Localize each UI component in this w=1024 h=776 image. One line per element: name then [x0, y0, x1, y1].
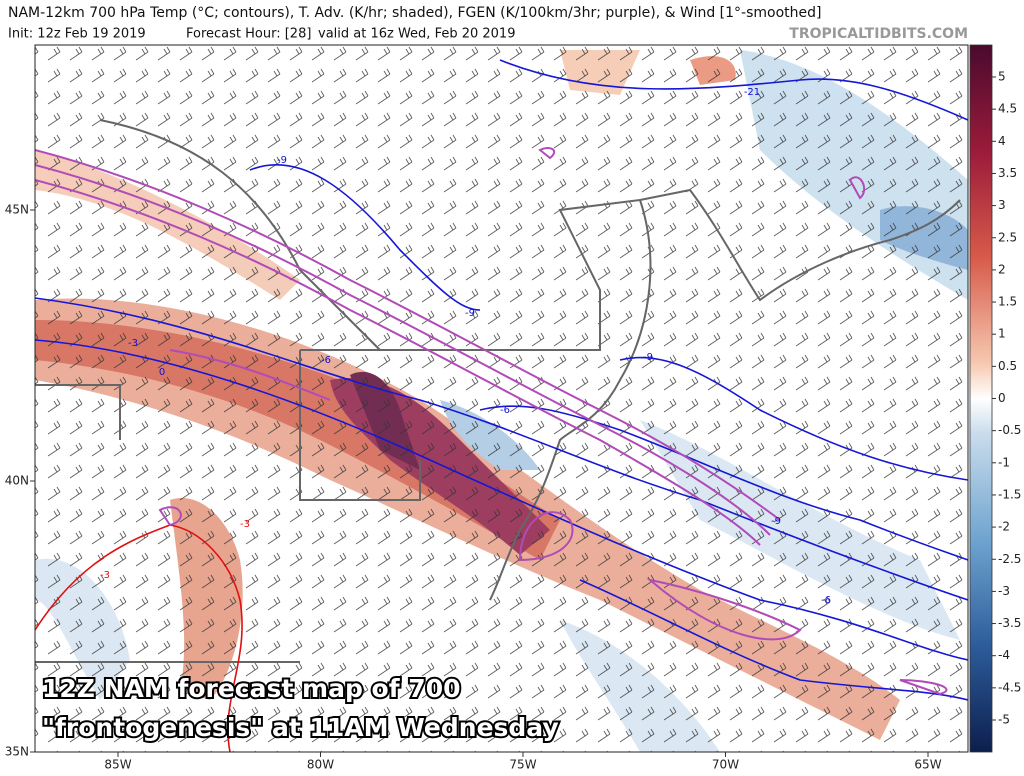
colorbar-label: 0 — [998, 391, 1006, 405]
colorbar-label: -1 — [998, 455, 1010, 469]
map-frame — [34, 44, 969, 753]
contour-label: -9 — [771, 516, 781, 527]
lon-label: 70W — [712, 758, 739, 772]
contour-label: -6 — [821, 595, 831, 606]
contour-label: -6 — [321, 355, 331, 366]
lon-label: 75W — [509, 758, 536, 772]
colorbar-label: -2 — [998, 520, 1010, 534]
contour-label: -9 — [465, 308, 475, 319]
colorbar-label: 1 — [998, 327, 1006, 341]
colorbar-label: 0.5 — [998, 359, 1017, 373]
map — [35, 45, 968, 752]
temperature-contours — [35, 59, 968, 701]
colorbar-label: -1.5 — [998, 487, 1021, 501]
axis-labels: 5 4.5 4 3.5 3 2.5 2 1.5 1 0.5 0 -0.5 -1 -1.5 -2 -2.5 -3 -… — [5, 70, 1022, 772]
contour-label: -3 — [240, 519, 250, 530]
colorbar — [969, 44, 993, 753]
colorbar-label: -2.5 — [998, 552, 1021, 566]
colorbar-label: -4 — [998, 648, 1010, 662]
wind-barbs — [35, 45, 968, 752]
colorbar-label: 2.5 — [998, 230, 1017, 244]
contour-label: -9 — [277, 155, 287, 166]
colorbar-label: -4.5 — [998, 680, 1021, 694]
contour-label: -21 — [744, 87, 760, 98]
caption-line: "frontogenesis" at 11AM Wednesday — [42, 713, 559, 742]
contour-label: -6 — [500, 405, 510, 416]
colorbar-label: -5 — [998, 713, 1010, 727]
valid-time: valid at 16z Wed, Feb 20 2019 — [318, 27, 515, 42]
lat-label: 40N — [5, 474, 29, 488]
lat-label: 45N — [5, 203, 29, 217]
contour-label: -3 — [128, 338, 138, 349]
colorbar-label: 4.5 — [998, 102, 1017, 116]
lon-label: 65W — [914, 758, 941, 772]
title: NAM-12km 700 hPa Temp (°C; contours), T.… — [8, 5, 821, 21]
caption-line: 12Z NAM forecast map of 700 — [42, 674, 461, 703]
colorbar-label: -0.5 — [998, 423, 1021, 437]
colorbar-label: 4 — [998, 134, 1006, 148]
colorbar-label: -3 — [998, 584, 1010, 598]
colorbar-label: -3.5 — [998, 616, 1021, 630]
contour-label: 0 — [159, 367, 165, 378]
contour-label: -3 — [100, 570, 110, 581]
contour-label: -9 — [643, 352, 653, 363]
coastlines — [35, 119, 961, 663]
init-time: Init: 12z Feb 19 2019 — [8, 27, 146, 42]
colorbar-label: 2 — [998, 262, 1006, 276]
frontogenesis-contours — [35, 147, 948, 696]
lat-label: 35N — [5, 745, 29, 759]
warm-contour — [35, 524, 243, 752]
colorbar-label: 3 — [998, 198, 1006, 212]
colorbar-label: 1.5 — [998, 295, 1017, 309]
colorbar-label: 5 — [998, 70, 1006, 84]
colorbar-label: 3.5 — [998, 166, 1017, 180]
lon-label: 85W — [104, 758, 131, 772]
watermark: TROPICALTIDBITS.COM — [789, 26, 968, 42]
lon-label: 80W — [307, 758, 334, 772]
forecast-hour: Forecast Hour: [28] — [186, 27, 311, 42]
